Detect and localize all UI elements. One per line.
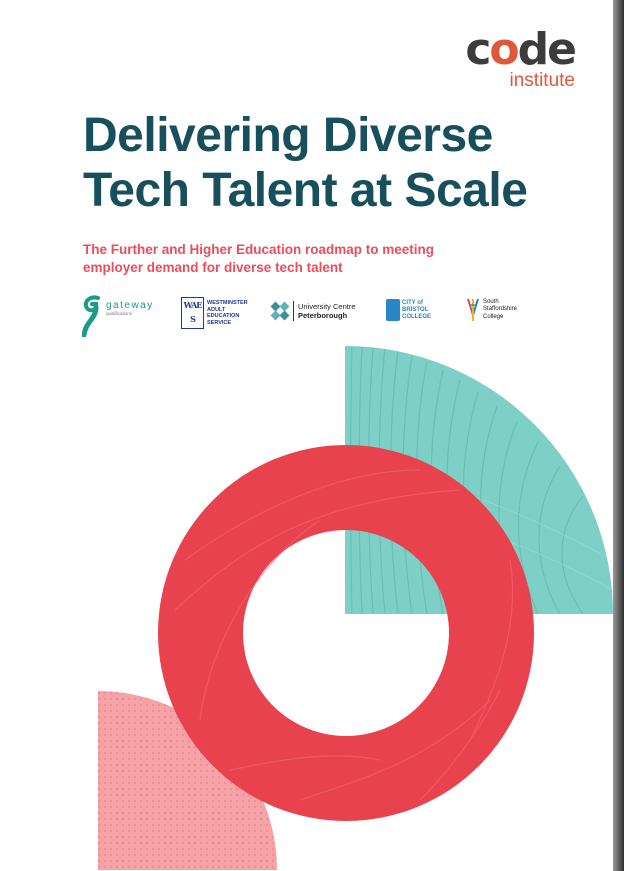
south-staffordshire-college-logo: South Staffordshire College xyxy=(466,297,517,323)
waes-mark-icon: WAES xyxy=(181,297,204,329)
title-line-2: Tech Talent at Scale xyxy=(83,164,528,217)
subtitle-line-2: employer demand for diverse tech talent xyxy=(83,260,343,275)
report-title: Delivering Diverse Tech Talent at Scale xyxy=(83,108,528,218)
gateway-qualifications-logo: gateway qualifications xyxy=(82,295,154,337)
staffordshire-line-2: Staffordshire xyxy=(483,306,517,313)
waes-line-1: WESTMINSTER xyxy=(207,300,248,306)
partner-logos: gateway qualifications WAES WESTMINSTER … xyxy=(0,293,613,338)
logo-letters-de: de xyxy=(517,24,577,75)
page-edge-shadow xyxy=(613,0,624,871)
waes-line-3: EDUCATION xyxy=(207,313,240,319)
waes-line-2: ADULT xyxy=(207,306,226,313)
bristol-line-3: COLLEGE xyxy=(402,313,432,320)
red-ring-shape xyxy=(158,445,534,821)
gateway-g-icon xyxy=(82,295,100,337)
bristol-line-2: BRISTOL xyxy=(402,306,429,313)
logo-wordmark: code xyxy=(465,28,577,72)
bristol-line-1: CITY of xyxy=(402,299,423,306)
logo-subtext: institute xyxy=(509,70,575,91)
peterborough-line-2: Peterborough xyxy=(298,311,348,320)
peterborough-emblem-icon xyxy=(270,301,290,321)
waes-line-4: SERVICE xyxy=(207,319,232,326)
westminster-adult-education-logo: WAES WESTMINSTER ADULT EDUCATION SERVICE xyxy=(181,297,248,329)
logo-letter-o: o xyxy=(489,24,519,75)
staffordshire-line-1: South xyxy=(483,298,499,305)
code-institute-logo: code institute xyxy=(465,28,577,91)
gateway-name: gateway xyxy=(106,300,154,311)
title-line-1: Delivering Diverse xyxy=(83,109,493,162)
staffordshire-emblem-icon xyxy=(467,298,479,321)
peterborough-line-1: University Centre xyxy=(298,302,356,311)
report-subtitle: The Further and Higher Education roadmap… xyxy=(83,241,543,277)
city-of-bristol-college-logo: CITY of BRISTOL COLLEGE xyxy=(386,299,431,321)
university-centre-peterborough-logo: University Centre Peterborough xyxy=(270,301,356,321)
bristol-emblem-icon xyxy=(386,299,400,321)
logo-letter-c: c xyxy=(465,24,491,75)
subtitle-line-1: The Further and Higher Education roadmap… xyxy=(83,242,435,257)
gateway-tagline: qualifications xyxy=(106,311,133,316)
pink-dotted-quarter-shape xyxy=(98,691,277,870)
staffordshire-line-3: College xyxy=(483,313,504,320)
